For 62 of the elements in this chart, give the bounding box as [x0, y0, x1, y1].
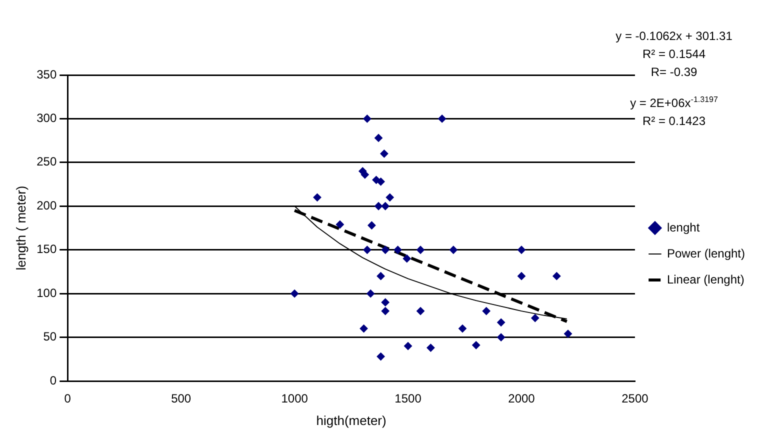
legend-label: Linear (lenght)	[666, 272, 744, 286]
point	[426, 344, 435, 352]
point	[458, 324, 466, 333]
point	[517, 272, 526, 280]
point	[449, 246, 458, 254]
point	[368, 221, 376, 230]
point	[381, 298, 390, 306]
point	[552, 272, 561, 280]
point	[376, 352, 385, 361]
x-tick-label: 2500	[622, 392, 649, 406]
point	[472, 341, 480, 350]
point	[497, 333, 506, 342]
point	[360, 324, 368, 333]
point	[376, 178, 385, 186]
x-tick-label: 1500	[394, 392, 422, 406]
point	[380, 150, 388, 158]
text: R² = 0.1544	[641, 46, 707, 63]
point	[517, 246, 526, 254]
point	[531, 314, 540, 322]
point	[360, 170, 369, 179]
point	[381, 307, 390, 316]
y-tick-label: 200	[36, 198, 57, 212]
text: R² = 0.1423	[641, 113, 707, 130]
legend-label: Power (lenght)	[666, 246, 746, 260]
point	[416, 307, 425, 316]
point	[482, 307, 490, 316]
point	[374, 202, 383, 210]
point	[497, 318, 506, 326]
point	[564, 330, 572, 338]
y-axis-title: length ( meter)	[13, 186, 28, 270]
point	[416, 246, 425, 254]
text: y = -0.1062x + 301.31	[614, 28, 734, 45]
point	[381, 246, 390, 254]
point	[386, 193, 394, 202]
point	[404, 342, 412, 350]
point	[313, 193, 322, 202]
y-tick-label: 100	[36, 286, 57, 300]
point	[438, 114, 446, 123]
point	[381, 202, 390, 210]
y-tick-label: 300	[36, 111, 57, 126]
point	[402, 254, 411, 263]
point	[336, 220, 344, 229]
point	[363, 246, 372, 254]
y-tick-label: 0	[50, 373, 57, 388]
point	[376, 272, 385, 280]
point	[374, 134, 383, 142]
y-tick-label: 350	[36, 67, 57, 82]
point	[363, 114, 372, 123]
x-axis-title: higth(meter)	[316, 412, 386, 428]
x-tick-label: 0	[64, 392, 72, 406]
point	[366, 290, 375, 298]
text: R= -0.39	[650, 64, 698, 81]
legend-label: lenght	[666, 220, 700, 234]
x-tick-label: 1000	[281, 392, 308, 406]
x-tick-label: 500	[171, 392, 192, 406]
x-tick-label: 2000	[508, 392, 536, 406]
y-tick-label: 50	[43, 330, 57, 344]
y-tick-label: 150	[36, 242, 57, 256]
point	[394, 246, 402, 254]
point	[290, 290, 299, 298]
y-tick-label: 250	[36, 154, 57, 169]
annotation: y = 2E+06x$^{-1.3197}$	[629, 94, 719, 112]
